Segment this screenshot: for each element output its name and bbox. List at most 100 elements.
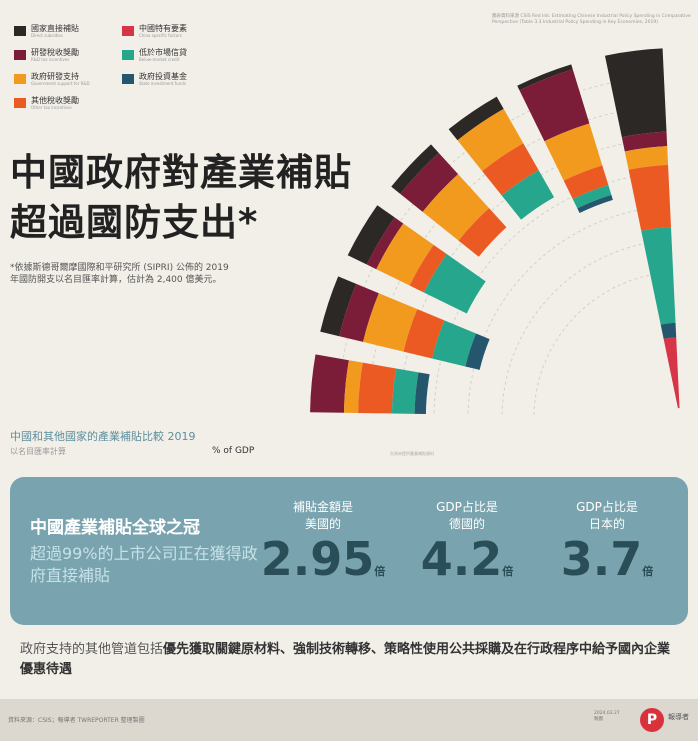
legend-label-en: Other tax incentives	[31, 105, 72, 110]
legend-label: 政府投資基金	[139, 72, 187, 81]
headline: 中國政府對產業補貼 超過國防支出*	[10, 148, 352, 248]
bar-segment-rd_tax	[339, 283, 379, 342]
headline-highlight: 產業補貼	[200, 151, 352, 194]
legend-swatch	[14, 50, 26, 60]
bar-segment-direct	[391, 144, 439, 194]
bar-segment-rd_tax	[621, 131, 668, 152]
legend-label-en: China specific factors	[139, 33, 182, 38]
bar-segment-rd_support	[624, 146, 669, 170]
logo-text: 報導者	[668, 713, 689, 721]
legend-label-en: R&D tax incentives	[31, 57, 70, 62]
legend-swatch	[122, 74, 134, 84]
guide-arc	[433, 175, 639, 414]
legend-label-en: Government support for R&D	[31, 81, 90, 86]
source-note-top: 圖表資料來源 CSIS Red Ink: Estimating Chinese …	[492, 14, 691, 25]
legend-swatch	[14, 26, 26, 36]
legend-item-direct: 國家直接補貼 Direct subsidies	[14, 24, 79, 38]
legend-item-state-fund: 政府投資基金 State investment funds	[122, 72, 187, 86]
bar-segment-rd_support	[343, 360, 363, 413]
legend-label: 研發稅收獎勵	[31, 48, 79, 57]
stat-label: GDP占比是	[436, 500, 498, 514]
panel-subtitle: 超過99%的上市公司正在獲得政府直接補貼	[30, 544, 258, 585]
stat-japan: GDP占比是 日本的 3.7倍	[542, 499, 672, 585]
bottom-text: 政府支持的其他管道包括優先獲取關鍵原材料、強制技術轉移、策略性使用公共採購及在行…	[20, 640, 680, 680]
legend-item-rd-tax: 研發稅收獎勵 R&D tax incentives	[14, 48, 79, 62]
bar-segment-rd_tax	[366, 217, 404, 270]
bar-segment-below_credit	[432, 320, 477, 367]
legend-label-en: Direct subsidies	[31, 33, 63, 38]
bar-segment-rd_tax	[400, 152, 459, 212]
footer-date: 2024.03.27	[594, 711, 620, 716]
bar-segment-other_tax	[358, 362, 397, 414]
bar-segment-rd_support	[376, 223, 434, 286]
bar-segment-other_tax	[563, 165, 609, 200]
legend-swatch	[14, 98, 26, 108]
legend-label: 低於市場信貸	[139, 48, 187, 57]
bar-segment-direct	[517, 64, 573, 91]
bar-segment-rd_support	[422, 174, 490, 241]
footer-source: 資料來源：CSIS；報導者 TWREPORTER 整理製圖	[8, 717, 145, 724]
stat-value: 2.95	[260, 532, 375, 586]
bar-segment-other_tax	[458, 208, 507, 257]
guide-arc	[467, 208, 645, 414]
bar-segment-other_tax	[482, 143, 539, 196]
legend-label-en: Below-market credit	[139, 57, 180, 62]
footer-date-block: 2024.03.27 製圖	[594, 711, 620, 723]
footnote: *依據斯德哥爾摩國際和平研究所 (SIPRI) 公佈的 2019 年國防開支以名…	[10, 263, 229, 285]
stat-value: 3.7	[560, 532, 643, 586]
stat-germany: GDP占比是 德國的 4.2倍	[402, 499, 532, 585]
bottom-text-plain: 政府支持的其他管道包括	[20, 642, 164, 657]
legend-label: 政府研發支持	[31, 72, 79, 81]
legend-swatch	[122, 50, 134, 60]
footer-credit: 製圖	[594, 717, 603, 722]
stat-us: 補貼金額是 美國的 2.95倍	[258, 499, 388, 585]
bar-segment-other_tax	[628, 164, 672, 231]
bar-segment-other_tax	[403, 309, 445, 359]
guide-arc	[501, 242, 650, 415]
chart-subtitle: 以名目匯率計算	[10, 447, 66, 456]
bar-segment-below_credit	[391, 368, 419, 414]
stat-unit: 倍	[502, 565, 514, 578]
bar-segment-rd_support	[363, 293, 418, 352]
bar-segment-state_fund	[660, 322, 677, 339]
stat-label: 美國的	[304, 517, 341, 531]
legend-label: 中國特有要素	[139, 24, 187, 33]
legend-label-en: State investment funds	[139, 81, 186, 86]
legend-swatch	[122, 26, 134, 36]
headline-mark: *	[238, 201, 259, 244]
legend-swatch	[14, 74, 26, 84]
bar-segment-direct	[320, 276, 357, 337]
bar-segment-direct	[448, 96, 504, 141]
legend-label: 其他稅收獎勵	[31, 96, 79, 105]
category-note: 台灣未提供產業補貼資料	[390, 451, 434, 456]
stat-label: 補貼金額是	[292, 500, 353, 514]
bar-segment-rd_support	[544, 123, 603, 181]
bar-segment-state_fund	[577, 194, 613, 214]
legend-item-other-tax: 其他稅收獎勵 Other tax incentives	[14, 96, 79, 110]
headline-part: 中國政府對	[10, 151, 200, 194]
footer: 資料來源：CSIS；報導者 TWREPORTER 整理製圖 2024.03.27…	[0, 699, 698, 741]
bar-segment-below_credit	[423, 254, 486, 314]
guide-arc	[533, 273, 656, 416]
bar-segment-rd_tax	[519, 69, 590, 142]
legend-item-china-specific: 中國特有要素 China specific factors	[122, 24, 187, 38]
legend-item-rd-support: 政府研發支持 Government support for R&D	[14, 72, 90, 86]
stat-label: 日本的	[588, 517, 625, 531]
unit-label: % of GDP	[212, 446, 255, 456]
stat-label: 德國的	[448, 517, 485, 531]
summary-panel: 中國產業補貼全球之冠 超過99%的上市公司正在獲得政府直接補貼 補貼金額是 美國…	[10, 477, 688, 625]
bar-segment-rd_support	[457, 108, 524, 172]
panel-title: 中國產業補貼全球之冠	[30, 518, 200, 538]
bar-segment-rd_tax	[310, 354, 349, 413]
bar-segment-below_credit	[641, 227, 676, 325]
stat-unit: 倍	[374, 565, 386, 578]
stat-label: GDP占比是	[576, 500, 638, 514]
legend-item-below-credit: 低於市場信貸 Below-market credit	[122, 48, 187, 62]
bar-segment-direct	[347, 205, 395, 265]
bar-segment-below_credit	[572, 185, 612, 209]
bar-segment-direct	[604, 48, 667, 138]
headline-part: 超過	[10, 201, 86, 244]
bar-segment-state_fund	[414, 372, 430, 415]
logo-icon: P	[640, 708, 664, 732]
